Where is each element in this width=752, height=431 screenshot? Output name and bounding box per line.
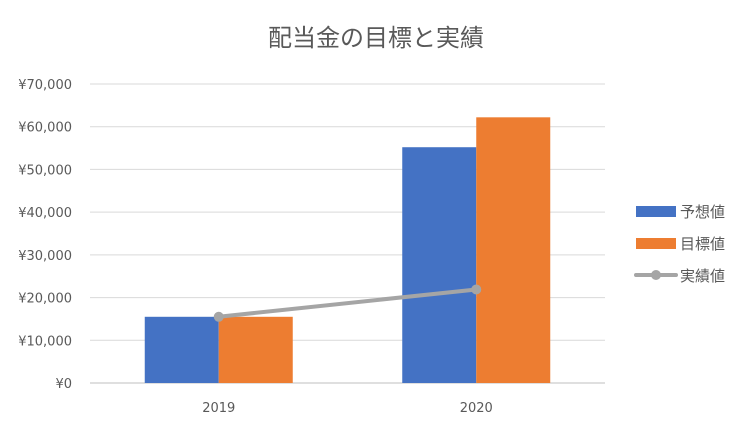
chart-title: 配当金の目標と実績	[268, 24, 484, 52]
legend-marker-実績値	[651, 270, 661, 280]
x-tick-label: 2019	[202, 401, 235, 416]
bars	[144, 117, 551, 384]
line-series	[213, 284, 482, 322]
legend-label-目標値: 目標値	[680, 235, 725, 253]
legend-label-予想値: 予想値	[680, 203, 725, 221]
bar-予想値-2019	[144, 316, 219, 383]
y-tick-label: ¥60,000	[18, 121, 72, 136]
y-tick-label: ¥20,000	[18, 292, 72, 307]
y-tick-label: ¥70,000	[18, 78, 72, 93]
point-実績値-2020	[471, 284, 482, 295]
bar-目標値-2020	[476, 117, 551, 384]
bar-目標値-2019	[218, 316, 293, 383]
point-実績値-2019	[213, 311, 224, 322]
y-tick-label: ¥30,000	[18, 249, 72, 264]
y-tick-label: ¥10,000	[18, 334, 72, 349]
legend-swatch-目標値	[636, 238, 676, 249]
y-axis-tick-labels: ¥0 ¥10,000 ¥20,000 ¥30,000 ¥40,000 ¥50,000 ¥60…	[18, 78, 72, 392]
x-axis-tick-labels: 2019 2020	[202, 401, 493, 416]
legend-swatch-予想値	[636, 206, 676, 217]
legend-label-実績値: 実績値	[680, 267, 725, 285]
y-tick-label: ¥40,000	[18, 206, 72, 221]
bar-予想値-2020	[402, 147, 477, 383]
y-tick-label: ¥0	[55, 377, 72, 392]
x-tick-label: 2020	[460, 401, 493, 416]
y-tick-label: ¥50,000	[18, 163, 72, 178]
line-実績値	[216, 287, 479, 319]
